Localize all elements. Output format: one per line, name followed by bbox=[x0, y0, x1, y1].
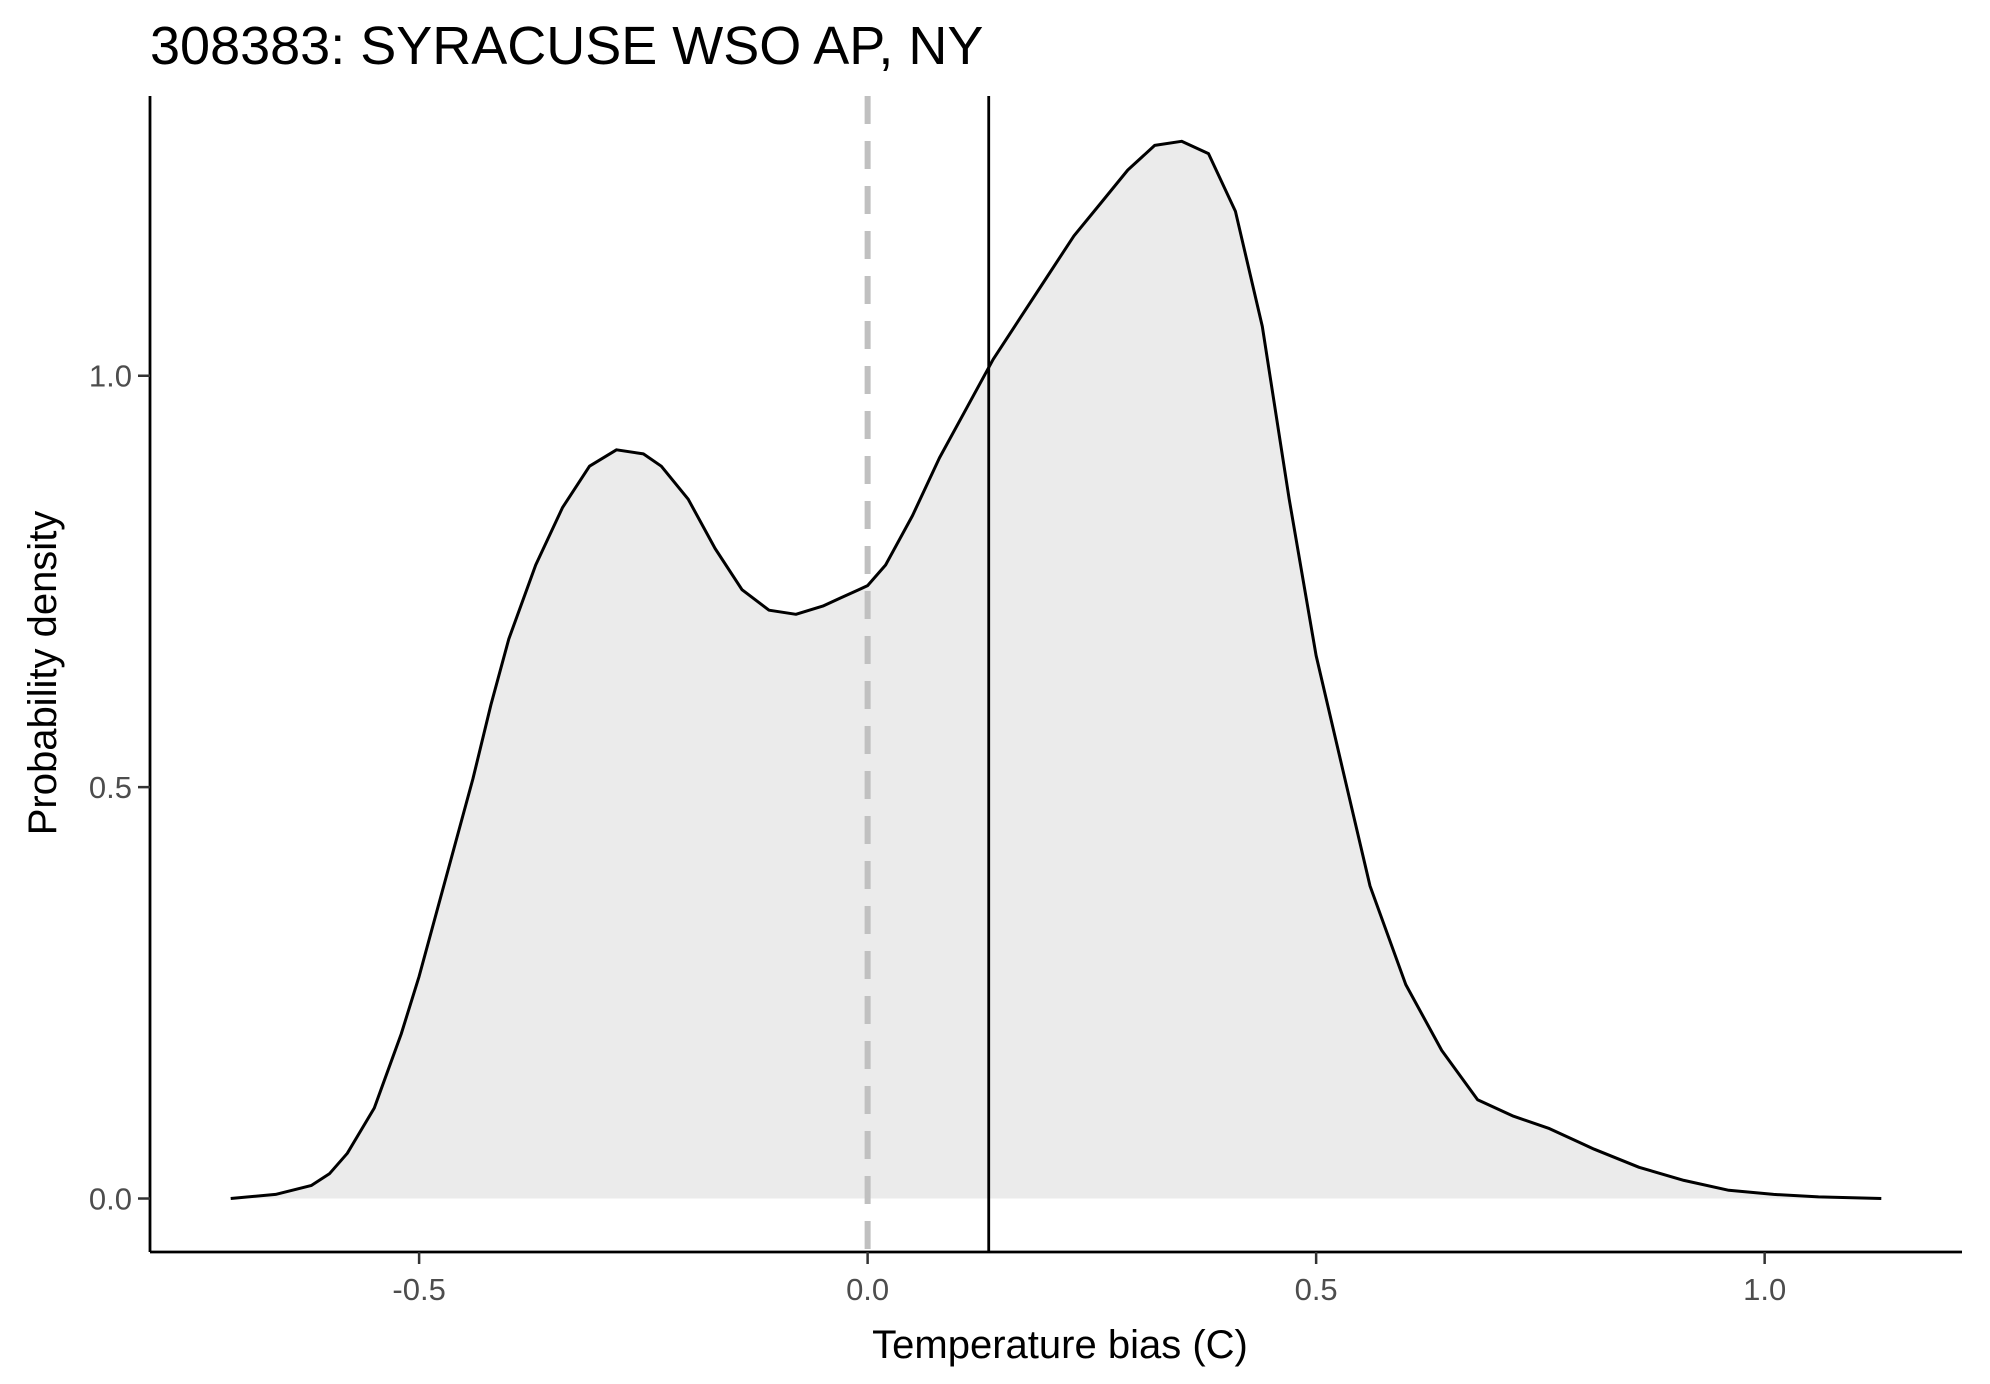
x-axis-title: Temperature bias (C) bbox=[872, 1323, 1248, 1367]
x-tick-label: 0.0 bbox=[846, 1272, 889, 1307]
y-tick-label: 1.0 bbox=[89, 359, 132, 394]
x-tick-label: 1.0 bbox=[1743, 1272, 1786, 1307]
plot-area: -0.5 0.0 0.5 1.0 0.0 0.5 1.0 bbox=[89, 96, 1962, 1307]
x-tick-label: -0.5 bbox=[392, 1272, 445, 1307]
density-curve bbox=[230, 139, 1882, 1200]
y-axis-title: Probability density bbox=[21, 511, 65, 836]
chart-title: 308383: SYRACUSE WSO AP, NY bbox=[150, 16, 983, 76]
x-tick-label: 0.5 bbox=[1295, 1272, 1338, 1307]
density-area bbox=[230, 141, 1882, 1199]
y-tick-label: 0.0 bbox=[89, 1182, 132, 1217]
y-tick-label: 0.5 bbox=[89, 770, 132, 805]
